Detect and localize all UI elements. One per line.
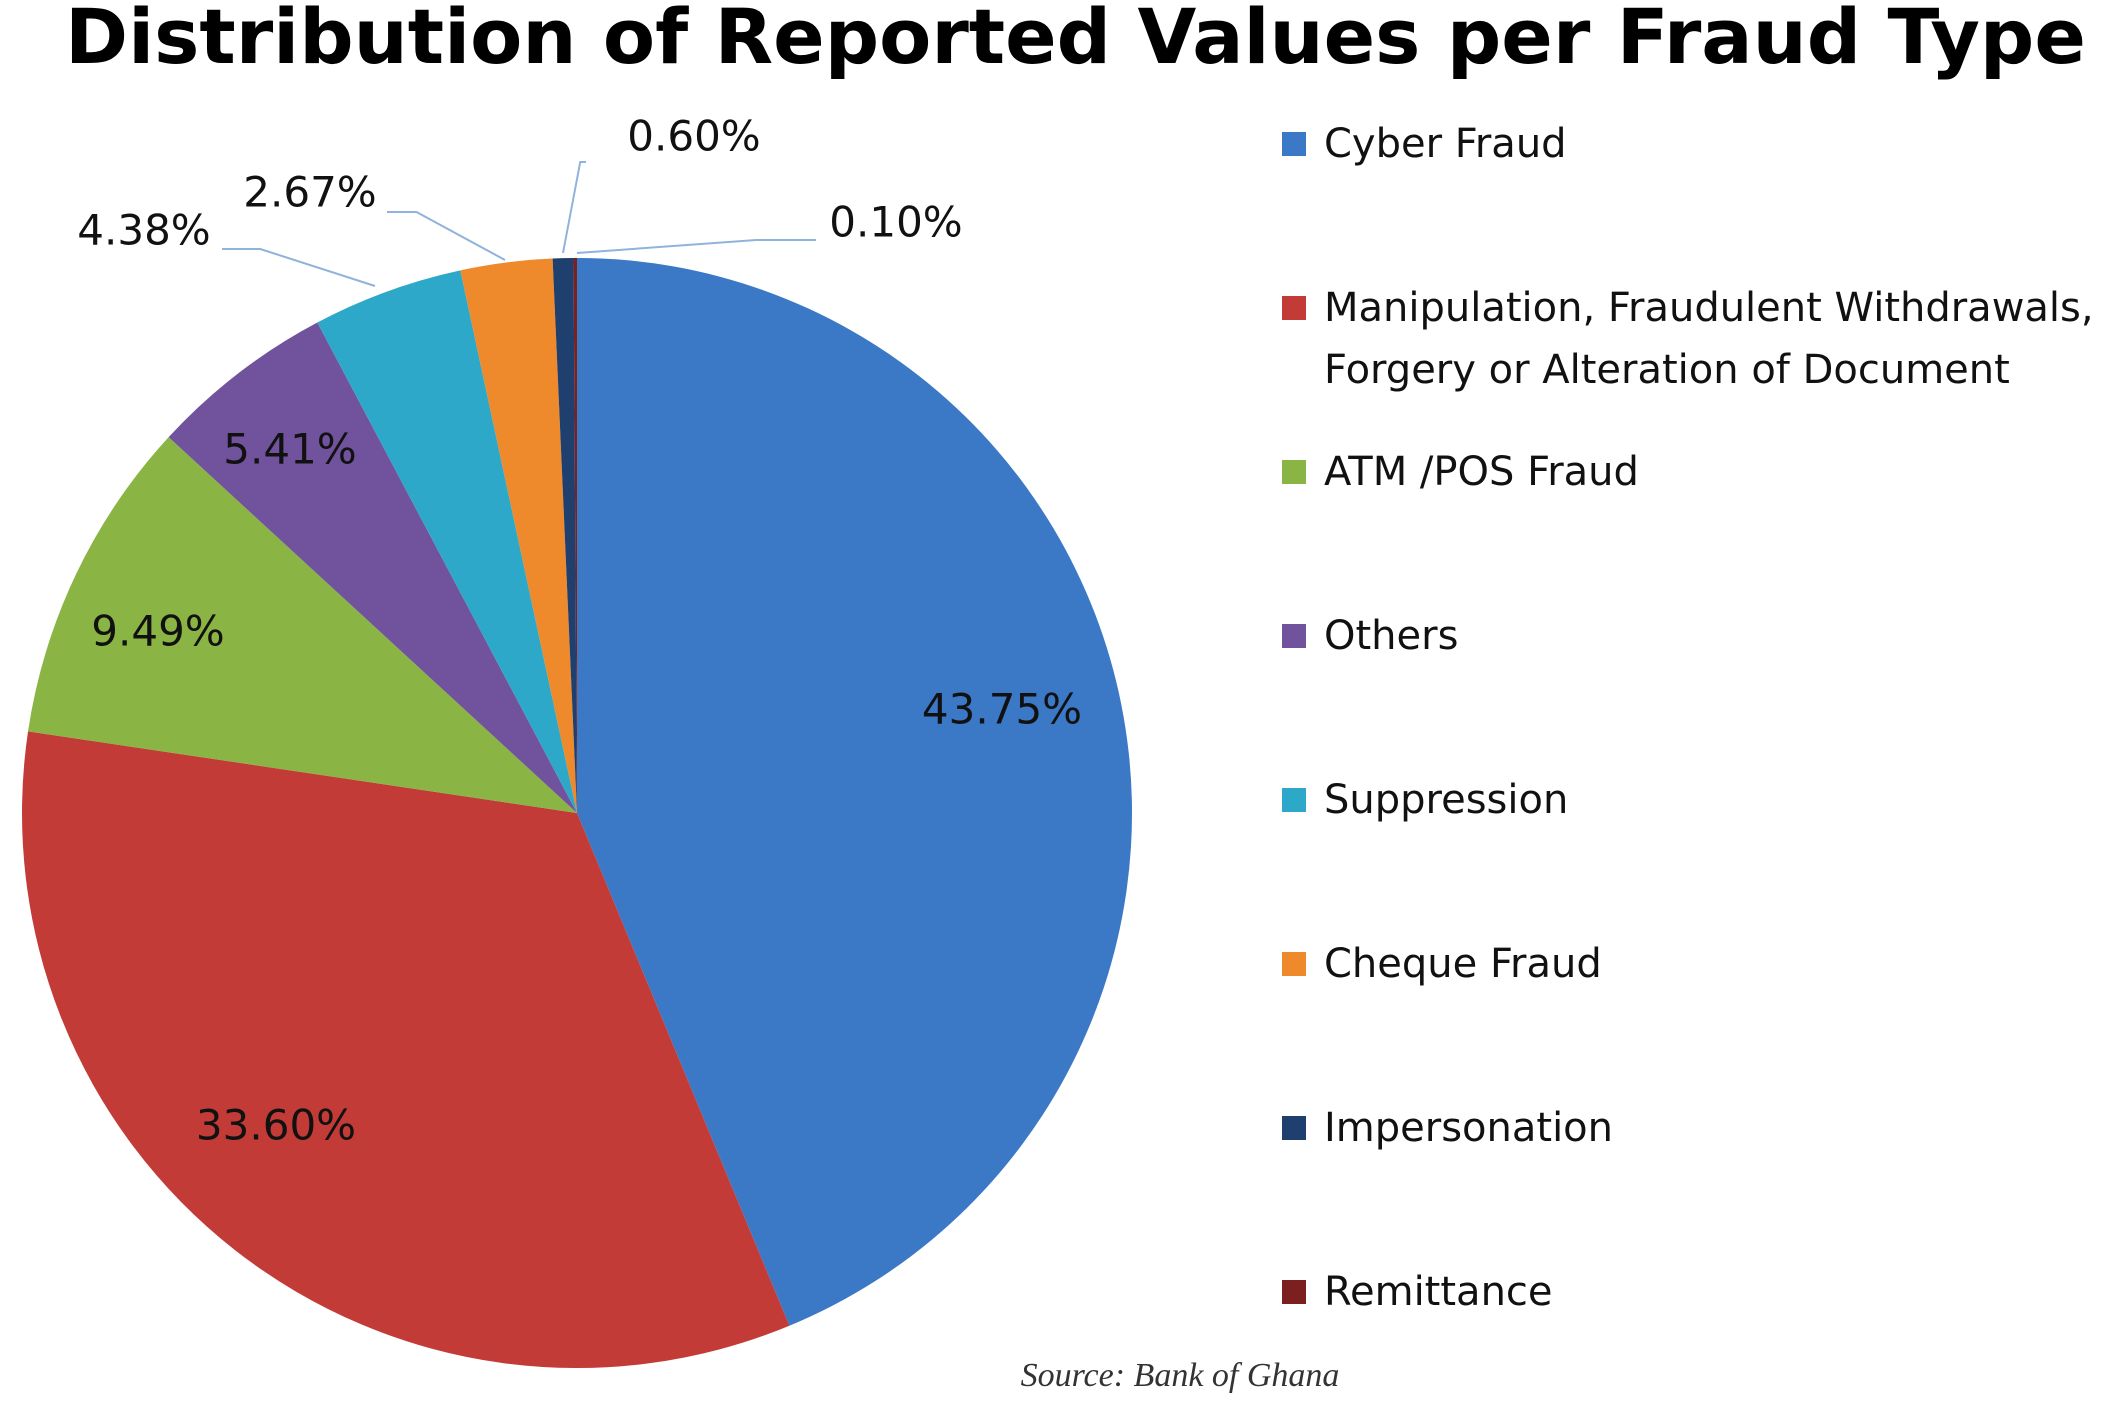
pie-slice — [460, 258, 577, 813]
legend-swatch — [1282, 952, 1306, 976]
legend-swatch — [1282, 1280, 1306, 1304]
legend-item: Suppression — [1282, 769, 2102, 831]
legend-item: ATM /POS Fraud — [1282, 441, 2102, 503]
legend-swatch — [1282, 1116, 1306, 1140]
legend-item: Impersonation — [1282, 1097, 2102, 1159]
pie-slice — [317, 270, 577, 813]
legend-label: Impersonation — [1324, 1105, 1614, 1151]
leader-line — [387, 211, 506, 261]
legend-label: Cheque Fraud — [1324, 941, 1602, 987]
legend-label: Suppression — [1324, 777, 1569, 823]
legend-item: Others — [1282, 605, 2102, 667]
legend-label: Manipulation, Fraudulent Withdrawals, Fo… — [1324, 285, 2094, 393]
legend-item: Cyber Fraud — [1282, 113, 2102, 175]
pie-slice — [28, 437, 577, 813]
data-label: 4.38% — [77, 206, 210, 255]
leader-line — [222, 248, 376, 287]
chart-title: Distribution of Reported Values per Frau… — [65, 0, 2086, 81]
legend-item: Remittance — [1282, 1261, 2102, 1323]
pie-slice — [168, 322, 577, 813]
legend-swatch — [1282, 624, 1306, 648]
data-label: 33.60% — [196, 1101, 356, 1150]
data-label: 43.75% — [922, 685, 1082, 734]
legend-swatch — [1282, 132, 1306, 156]
legend-label: Remittance — [1324, 1269, 1553, 1315]
pie-slice — [21, 731, 790, 1369]
data-label: 0.10% — [829, 198, 962, 247]
legend-item: Manipulation, Fraudulent Withdrawals, Fo… — [1282, 277, 2102, 401]
data-label: 2.67% — [243, 168, 376, 217]
leader-line — [562, 161, 586, 254]
data-label: 9.49% — [91, 607, 224, 656]
data-label: 0.60% — [627, 112, 760, 161]
pie-slice — [577, 258, 1133, 1326]
legend-swatch — [1282, 296, 1306, 320]
source-note: Source: Bank of Ghana — [1021, 1357, 1340, 1394]
pie-slice — [573, 258, 577, 813]
pie-slice — [552, 258, 577, 813]
legend-swatch — [1282, 460, 1306, 484]
legend-label: Cyber Fraud — [1324, 121, 1567, 167]
legend-label: ATM /POS Fraud — [1324, 449, 1639, 495]
leader-line — [576, 239, 816, 254]
legend-label: Others — [1324, 613, 1459, 659]
legend-swatch — [1282, 788, 1306, 812]
legend-item: Cheque Fraud — [1282, 933, 2102, 995]
data-label: 5.41% — [223, 425, 356, 474]
